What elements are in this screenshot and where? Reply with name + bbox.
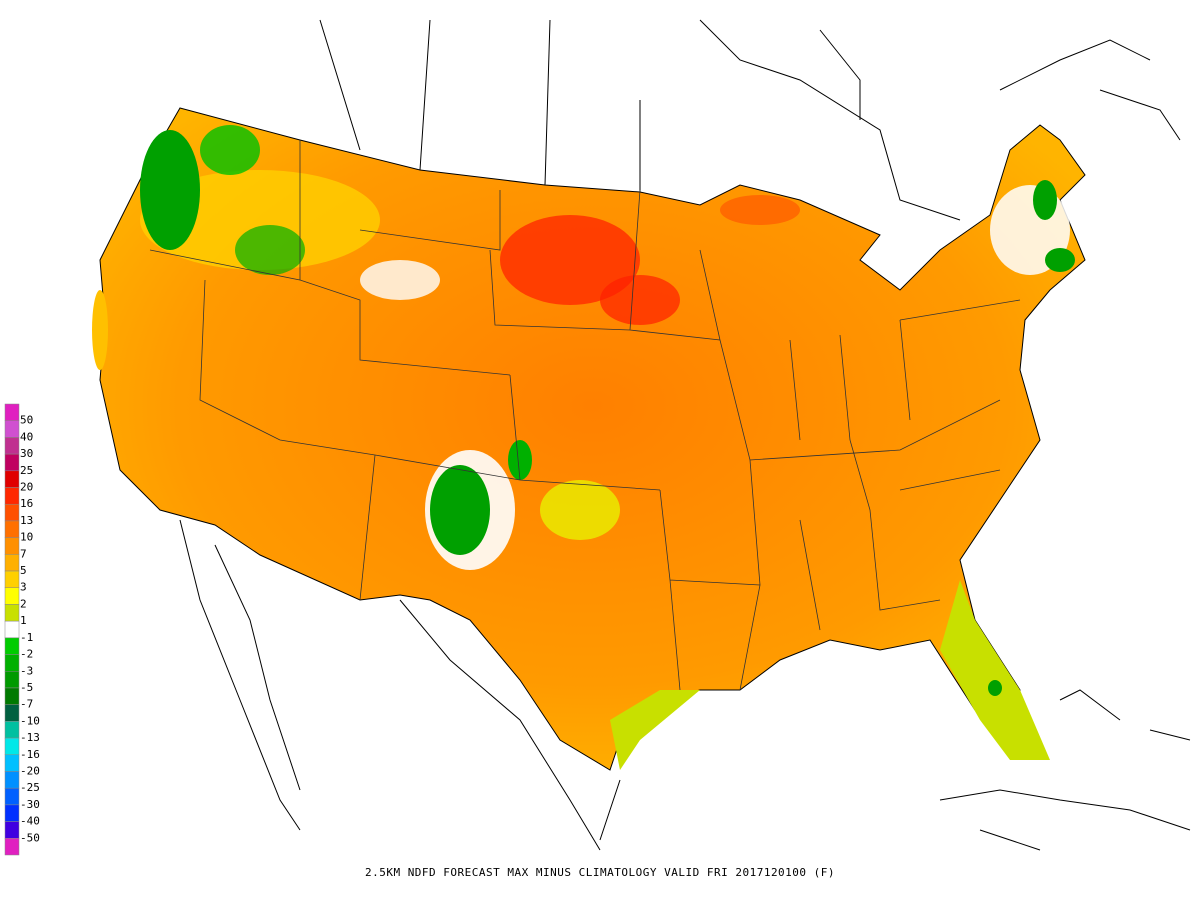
legend-swatch (4, 537, 20, 555)
legend-label: -13 (20, 731, 40, 744)
legend-label: -16 (20, 748, 40, 761)
map-caption: 2.5KM NDFD FORECAST MAX MINUS CLIMATOLOG… (365, 866, 835, 879)
us-field (92, 107, 1086, 771)
legend-swatch (4, 620, 20, 639)
legend-swatch (4, 821, 20, 839)
legend-label: 40 (20, 430, 33, 443)
legend-label: 2 (20, 597, 27, 610)
legend-swatch (4, 704, 20, 722)
legend-swatch (4, 470, 20, 488)
legend-label: -5 (20, 681, 33, 694)
state-lines (149, 140, 1021, 691)
legend-swatch (4, 403, 20, 421)
legend-swatch (4, 587, 20, 605)
legend-label: -50 (20, 831, 40, 844)
legend-swatch (4, 771, 20, 789)
legend-label: -2 (20, 648, 33, 661)
legend-label: 25 (20, 464, 33, 477)
legend-swatch (4, 754, 20, 772)
legend: 50 40 30 25 20 16 13 10 7 5 3 2 1 -1 -2 -3 -5 -7 -10 -13 -16… (4, 403, 40, 856)
legend-label: 16 (20, 497, 33, 510)
legend-swatch (4, 503, 20, 522)
legend-swatch (4, 554, 20, 572)
legend-label: -20 (20, 764, 40, 777)
legend-label: 13 (20, 514, 33, 527)
legend-swatch (4, 687, 20, 705)
legend-label: -30 (20, 798, 40, 811)
legend-swatch (4, 420, 20, 438)
legend-swatch (4, 838, 20, 856)
legend-label: 3 (20, 581, 27, 594)
legend-swatch (4, 520, 20, 538)
legend-swatch (4, 787, 20, 806)
legend-swatch (4, 453, 20, 472)
legend-label: 1 (20, 614, 27, 627)
legend-swatch (4, 604, 20, 622)
legend-label: 50 (20, 414, 33, 427)
legend-label: -1 (20, 631, 33, 644)
legend-label: 20 (20, 481, 33, 494)
neighbor-outlines (179, 19, 1191, 851)
legend-label: -40 (20, 815, 40, 828)
legend-swatch (4, 804, 20, 822)
legend-label: 5 (20, 564, 27, 577)
legend-label: 7 (20, 547, 27, 560)
legend-label: -25 (20, 781, 40, 794)
legend-swatch (4, 637, 20, 655)
legend-swatch (4, 437, 20, 455)
legend-label: -10 (20, 714, 40, 727)
legend-swatch (4, 671, 20, 689)
legend-swatch (4, 487, 20, 505)
legend-label: 30 (20, 447, 33, 460)
legend-swatch (4, 721, 20, 739)
legend-swatch (4, 570, 20, 588)
legend-swatch (4, 654, 20, 672)
legend-label: -3 (20, 664, 33, 677)
legend-label: 10 (20, 531, 33, 544)
legend-label: -7 (20, 698, 33, 711)
legend-swatch (4, 737, 20, 756)
